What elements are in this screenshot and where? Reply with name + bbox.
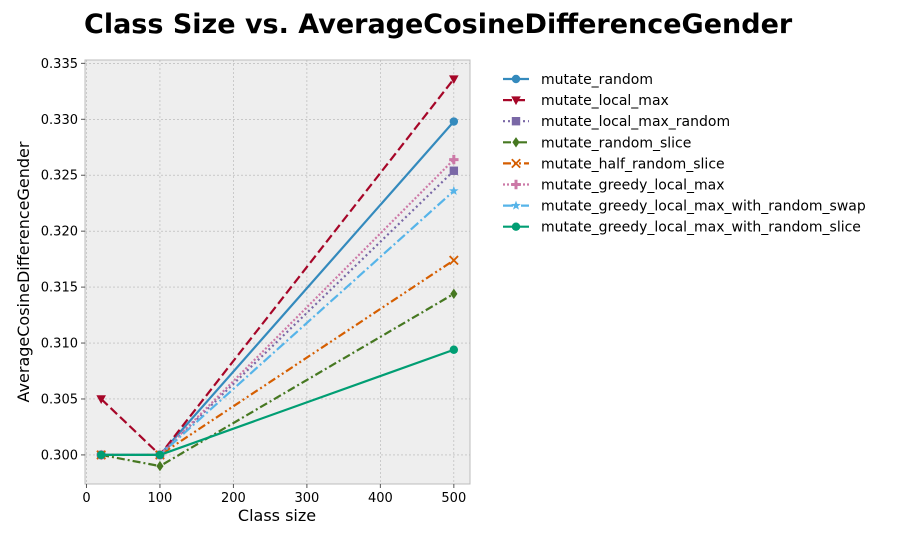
series-mutate-local-max-random-line <box>101 169 455 457</box>
legend-item-mutate-local-max-random: mutate_local_max_random <box>503 114 730 130</box>
y-tick-label: 0.315 <box>41 281 78 296</box>
legend-item-mutate-random-slice: mutate_random_slice <box>503 135 691 151</box>
legend: mutate_random mutate_local_max mutate_loca… <box>503 72 866 236</box>
series-mutate-greedy-local-max-line <box>101 158 455 457</box>
chart-title: Class Size vs. AverageCosineDifferenceGe… <box>84 9 793 40</box>
y-tick-label: 0.305 <box>41 392 78 407</box>
x-tick-label: 200 <box>221 491 246 506</box>
legend-item-mutate-greedy-local-max-with-random-swap: mutate_greedy_local_max_with_random_swap <box>503 199 866 215</box>
series-mutate-greedy-local-max-with-random-slice-point <box>449 345 459 354</box>
series-mutate-greedy-local-max-with-random-slice-point <box>96 450 106 460</box>
legend-marker <box>511 117 521 126</box>
y-tick-label: 0.320 <box>41 225 78 240</box>
series-mutate-random-slice-point <box>450 288 458 300</box>
legend-marker <box>511 96 521 106</box>
series-group <box>96 75 459 472</box>
series-mutate-greedy-local-max-with-random-slice-point <box>155 450 165 460</box>
x-tick-label: 100 <box>148 491 173 506</box>
legend-label: mutate_random_slice <box>541 135 691 151</box>
series-mutate-local-max-point <box>96 395 106 404</box>
legend-item-mutate-greedy-local-max-with-random-slice: mutate_greedy_local_max_with_random_slic… <box>503 220 861 236</box>
legend-marker <box>511 200 521 210</box>
x-tick-label: 400 <box>368 491 393 506</box>
legend-marker <box>511 222 521 231</box>
legend-label: mutate_local_max_random <box>541 114 730 130</box>
y-tick-label: 0.330 <box>41 113 78 128</box>
legend-label: mutate_random <box>541 72 653 88</box>
y-axis-label: AverageCosineDifferenceGender <box>14 141 33 402</box>
plot-area <box>84 59 471 485</box>
series-mutate-random-slice-point <box>156 460 164 472</box>
legend-item-mutate-greedy-local-max: mutate_greedy_local_max <box>503 178 725 194</box>
legend-item-mutate-half-random-slice: mutate_half_random_slice <box>503 156 725 172</box>
y-tick-label: 0.300 <box>41 448 78 463</box>
series-mutate-random-point <box>449 117 459 126</box>
legend-marker <box>511 179 521 190</box>
x-tick-label: 0 <box>82 491 90 506</box>
x-tick-label: 300 <box>294 491 319 506</box>
legend-label: mutate_greedy_local_max_with_random_swap <box>541 199 866 215</box>
legend-marker <box>512 137 520 148</box>
series-mutate-half-random-slice-point <box>448 255 459 266</box>
series-mutate-greedy-local-max-with-random-slice <box>96 345 459 460</box>
legend-label: mutate_half_random_slice <box>541 156 725 172</box>
legend-marker <box>511 158 521 169</box>
legend-label: mutate_local_max <box>541 93 669 109</box>
series-mutate-local-max-point <box>449 75 459 85</box>
series-mutate-local-max-random-point <box>449 166 459 175</box>
legend-label: mutate_greedy_local_max <box>541 178 725 194</box>
legend-marker <box>511 74 521 84</box>
y-tick-label: 0.325 <box>41 169 78 184</box>
legend-item-mutate-local-max: mutate_local_max <box>503 93 669 109</box>
y-tick-label: 0.310 <box>41 337 78 352</box>
legend-label: mutate_greedy_local_max_with_random_slic… <box>541 220 861 236</box>
x-axis-label: Class size <box>238 506 316 525</box>
y-tick-label: 0.335 <box>41 57 78 72</box>
legend-item-mutate-random: mutate_random <box>503 72 653 88</box>
axis-ticks: 0 100 200 300 400 500 0.300 0.305 0.310 0.315 0.32… <box>41 57 466 506</box>
x-tick-label: 500 <box>441 491 466 506</box>
series-mutate-greedy-local-max-with-random-swap-point <box>449 185 459 195</box>
series-mutate-greedy-local-max-point <box>449 154 459 165</box>
